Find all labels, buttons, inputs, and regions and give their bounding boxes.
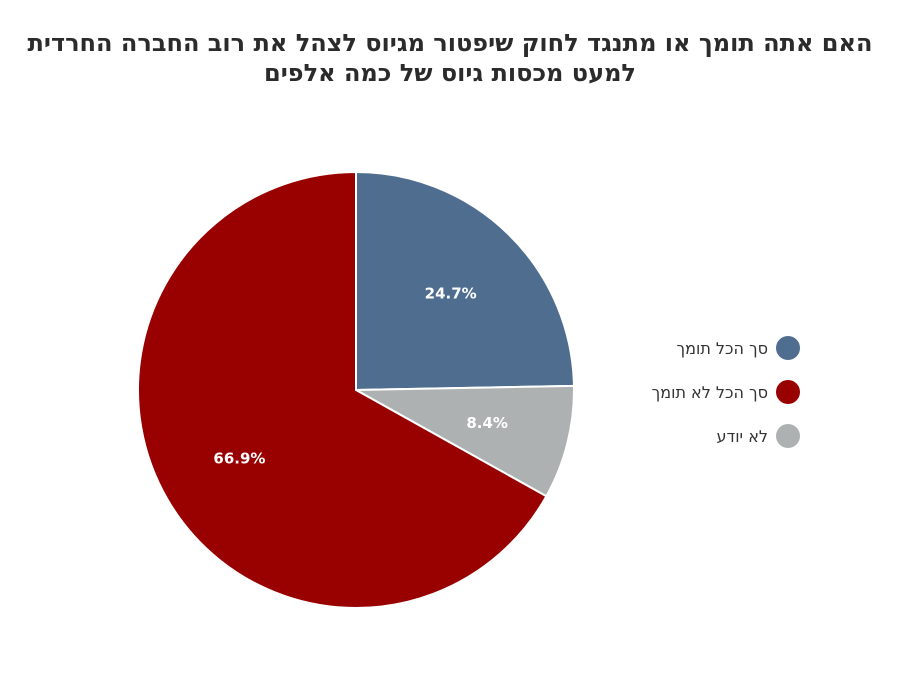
legend-label-0: סך הכל תומך: [676, 338, 769, 358]
legend-swatch-0: [776, 336, 800, 360]
chart-title: האם אתה תומך או מתנגד לחוק שיפטור מגיוס …: [27, 29, 873, 87]
legend-item-0[interactable]: סך הכל תומך: [600, 326, 800, 370]
pie-slice-2[interactable]: [137, 170, 548, 609]
legend-swatch-2: [776, 380, 800, 404]
pie-slice-0[interactable]: [355, 170, 575, 392]
pie-labels: 24.7% 8.4% 66.9%: [213, 285, 508, 468]
legend: סך הכל תומך סך הכל לא תומך לא יודע: [600, 326, 800, 458]
pie-slices: [137, 170, 575, 609]
pie-slice-1[interactable]: [352, 384, 575, 498]
pie-slice-label-2: 66.9%: [213, 449, 265, 467]
legend-item-2[interactable]: סך הכל לא תומך: [600, 370, 800, 414]
pie-slice-label-1: 8.4%: [466, 414, 508, 432]
legend-label-2: סך הכל לא תומך: [651, 382, 768, 402]
pie-slice-label-0: 24.7%: [425, 285, 477, 303]
legend-label-1: לא יודע: [716, 426, 768, 446]
legend-swatch-1: [776, 424, 800, 448]
legend-item-1[interactable]: לא יודע: [600, 414, 800, 458]
